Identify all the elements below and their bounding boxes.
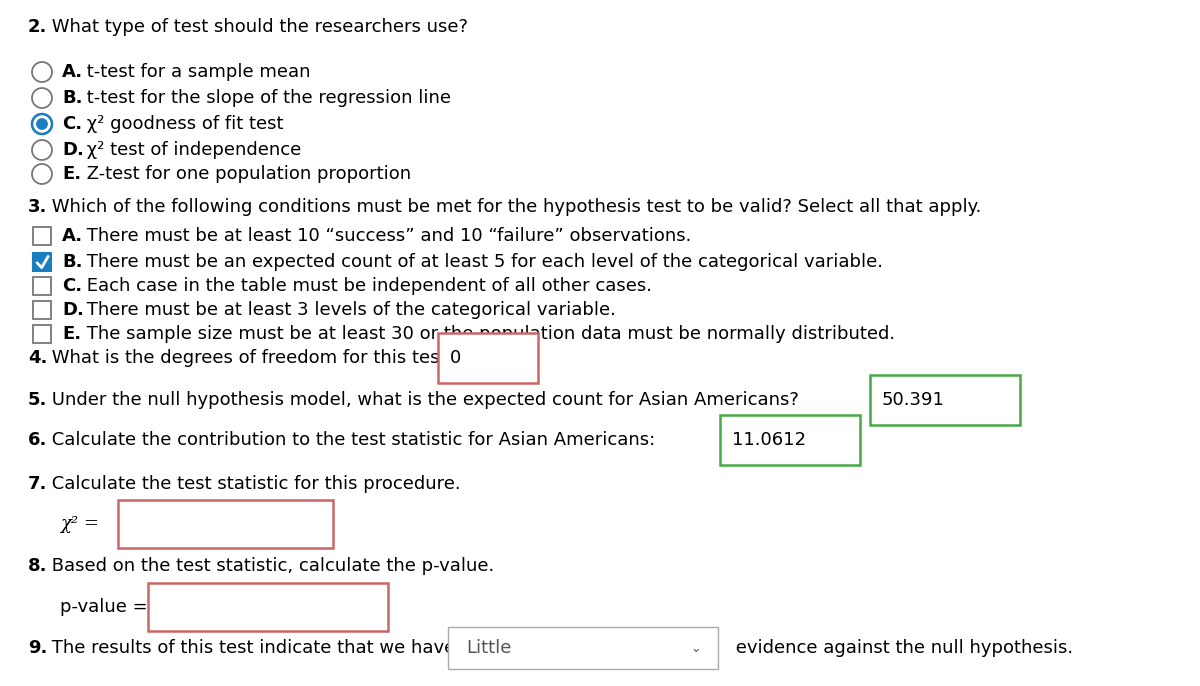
Text: 2.: 2. xyxy=(28,18,47,36)
Text: B.: B. xyxy=(62,253,83,271)
Text: Which of the following conditions must be met for the hypothesis test to be vali: Which of the following conditions must b… xyxy=(46,198,982,216)
FancyBboxPatch shape xyxy=(34,253,50,271)
Text: 6.: 6. xyxy=(28,431,47,449)
Text: 3.: 3. xyxy=(28,198,47,216)
FancyBboxPatch shape xyxy=(870,375,1020,425)
Text: t-test for a sample mean: t-test for a sample mean xyxy=(80,63,311,81)
Text: C.: C. xyxy=(62,277,82,295)
FancyBboxPatch shape xyxy=(34,301,50,319)
Text: p-value =: p-value = xyxy=(60,598,148,616)
Text: A.: A. xyxy=(62,227,83,245)
Text: The results of this test indicate that we have: The results of this test indicate that w… xyxy=(46,639,455,657)
Text: 9.: 9. xyxy=(28,639,47,657)
Text: There must be at least 3 levels of the categorical variable.: There must be at least 3 levels of the c… xyxy=(80,301,616,319)
FancyBboxPatch shape xyxy=(720,415,860,465)
Text: t-test for the slope of the regression line: t-test for the slope of the regression l… xyxy=(80,89,451,107)
Text: ⌄: ⌄ xyxy=(691,643,701,656)
Text: χ² test of independence: χ² test of independence xyxy=(80,141,301,159)
Text: 5.: 5. xyxy=(28,391,47,409)
Text: χ² =: χ² = xyxy=(60,515,98,533)
Text: 11.0612: 11.0612 xyxy=(732,431,806,449)
Text: Based on the test statistic, calculate the p-value.: Based on the test statistic, calculate t… xyxy=(46,557,494,575)
FancyBboxPatch shape xyxy=(34,277,50,295)
Text: Calculate the contribution to the test statistic for Asian Americans:: Calculate the contribution to the test s… xyxy=(46,431,655,449)
Text: χ² goodness of fit test: χ² goodness of fit test xyxy=(80,115,283,133)
Text: Calculate the test statistic for this procedure.: Calculate the test statistic for this pr… xyxy=(46,475,461,493)
Circle shape xyxy=(37,119,47,129)
FancyBboxPatch shape xyxy=(438,333,538,383)
FancyBboxPatch shape xyxy=(448,627,718,669)
FancyBboxPatch shape xyxy=(34,325,50,343)
Text: What type of test should the researchers use?: What type of test should the researchers… xyxy=(46,18,468,36)
Text: D.: D. xyxy=(62,301,84,319)
Text: E.: E. xyxy=(62,165,82,183)
FancyBboxPatch shape xyxy=(118,500,334,548)
Text: 4.: 4. xyxy=(28,349,47,367)
Text: 50.391: 50.391 xyxy=(882,391,944,409)
Text: Under the null hypothesis model, what is the expected count for Asian Americans?: Under the null hypothesis model, what is… xyxy=(46,391,799,409)
Text: A.: A. xyxy=(62,63,83,81)
Text: evidence against the null hypothesis.: evidence against the null hypothesis. xyxy=(730,639,1073,657)
Text: E.: E. xyxy=(62,325,82,343)
Text: There must be at least 10 “success” and 10 “failure” observations.: There must be at least 10 “success” and … xyxy=(80,227,691,245)
Text: 8.: 8. xyxy=(28,557,48,575)
FancyBboxPatch shape xyxy=(148,583,388,631)
Text: There must be an expected count of at least 5 for each level of the categorical : There must be an expected count of at le… xyxy=(80,253,883,271)
Text: The sample size must be at least 30 or the population data must be normally dist: The sample size must be at least 30 or t… xyxy=(80,325,895,343)
Text: Little: Little xyxy=(466,639,511,657)
Text: B.: B. xyxy=(62,89,83,107)
Text: 7.: 7. xyxy=(28,475,47,493)
Text: Each case in the table must be independent of all other cases.: Each case in the table must be independe… xyxy=(80,277,652,295)
Text: What is the degrees of freedom for this test?: What is the degrees of freedom for this … xyxy=(46,349,456,367)
Text: D.: D. xyxy=(62,141,84,159)
FancyBboxPatch shape xyxy=(34,227,50,245)
FancyBboxPatch shape xyxy=(34,253,50,271)
Text: 0: 0 xyxy=(450,349,461,367)
Text: C.: C. xyxy=(62,115,82,133)
Text: Z-test for one population proportion: Z-test for one population proportion xyxy=(80,165,410,183)
